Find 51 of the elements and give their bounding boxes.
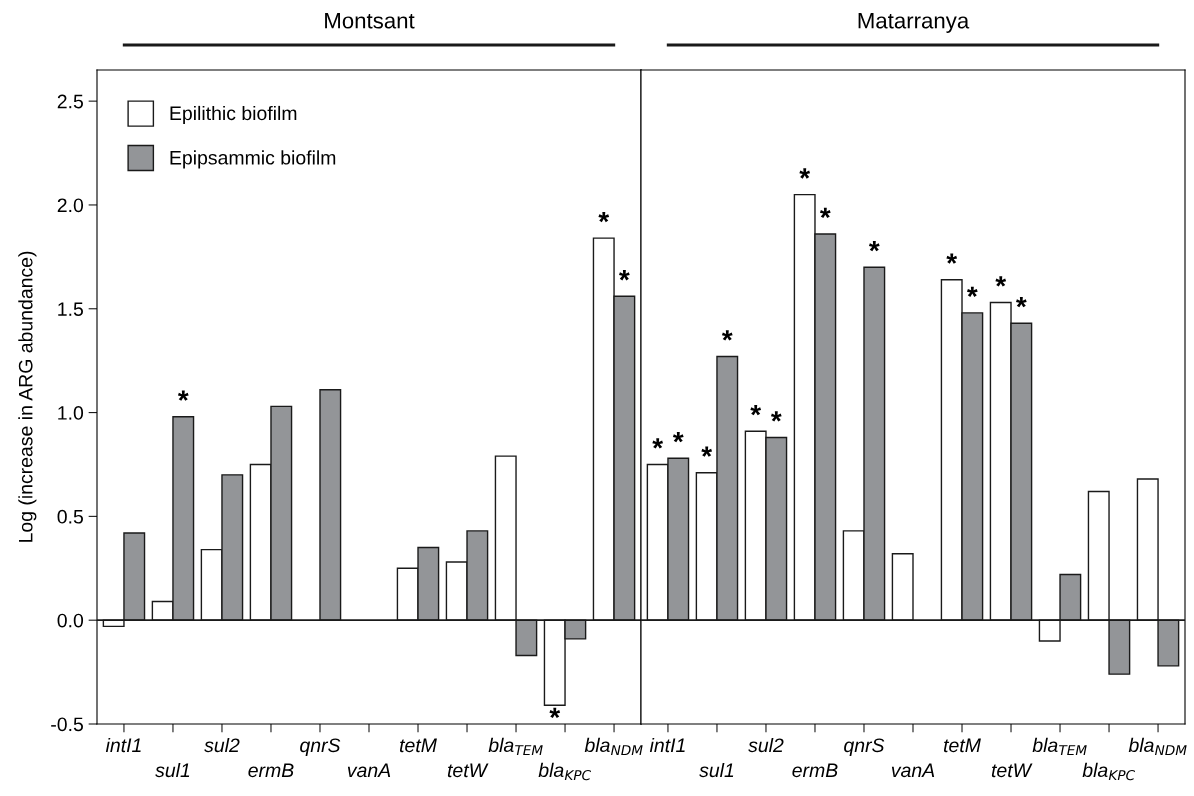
x-tick-label: bla$_{KPC}$ (538, 762, 592, 781)
data-label: * (619, 270, 630, 281)
data-label: * (672, 431, 684, 443)
legend-label: Epipsammic biofilm (170, 150, 336, 169)
x-tick-label: qnrS (300, 738, 341, 757)
data-label: * (819, 207, 831, 219)
x-tick-label: ermB (792, 763, 838, 778)
x-tick-label: sul1 (155, 762, 190, 778)
data-label: * (750, 404, 762, 416)
data-label: * (770, 411, 782, 422)
chart-title: Montsant (325, 13, 415, 29)
y-tick-label: -0.5 (51, 717, 83, 732)
data-label: * (946, 253, 958, 264)
x-tick-label: tetW (991, 763, 1033, 778)
x-tick-label: bla$_{KPC}$ (1082, 762, 1136, 781)
y-tick-label: 2.0 (57, 198, 84, 213)
data-label: * (868, 240, 880, 252)
x-tick-label: qnrS (844, 738, 885, 757)
x-tick-label: tetM (943, 738, 981, 753)
data-label: * (598, 211, 610, 223)
y-tick-label: 2.5 (57, 94, 83, 109)
y-tick-label: 0.5 (57, 509, 83, 524)
data-label: * (701, 446, 713, 457)
x-tick-label: intI1 (105, 737, 141, 753)
data-label: * (652, 438, 664, 449)
x-tick-label: sul2 (748, 737, 784, 753)
x-tick-label: tetM (399, 738, 437, 753)
x-tick-label: bla$_{TEM}$ (488, 737, 543, 756)
y-tick-label: 1.5 (58, 302, 83, 316)
data-label: * (995, 276, 1007, 287)
data-label: * (799, 168, 811, 179)
x-tick-label: bla$_{NDM}$ (1128, 737, 1187, 756)
x-tick-label: bla$_{NDM}$ (584, 737, 643, 756)
x-tick-label: ermB (248, 763, 294, 778)
x-tick-label: vanA (347, 763, 391, 778)
data-label: * (177, 390, 189, 401)
data-label: * (966, 286, 978, 297)
x-tick-label: sul2 (204, 737, 240, 753)
y-axis-title: Log (increase in ARG abundance) (18, 251, 37, 542)
data-label: * (721, 330, 733, 341)
x-tick-label: vanA (891, 763, 935, 778)
x-tick-label: tetW (447, 763, 489, 778)
x-tick-label: bla$_{TEM}$ (1032, 737, 1087, 756)
legend-label: Epilithic biofilm (170, 105, 297, 125)
chart-title: Matarranya (858, 13, 970, 33)
x-tick-label: sul1 (699, 762, 734, 778)
x-tick-label: intI1 (649, 737, 685, 753)
y-tick-label: 0.0 (57, 613, 84, 628)
data-label: * (549, 707, 561, 719)
y-tick-label: 1.0 (58, 406, 84, 420)
data-label: * (1015, 297, 1027, 308)
